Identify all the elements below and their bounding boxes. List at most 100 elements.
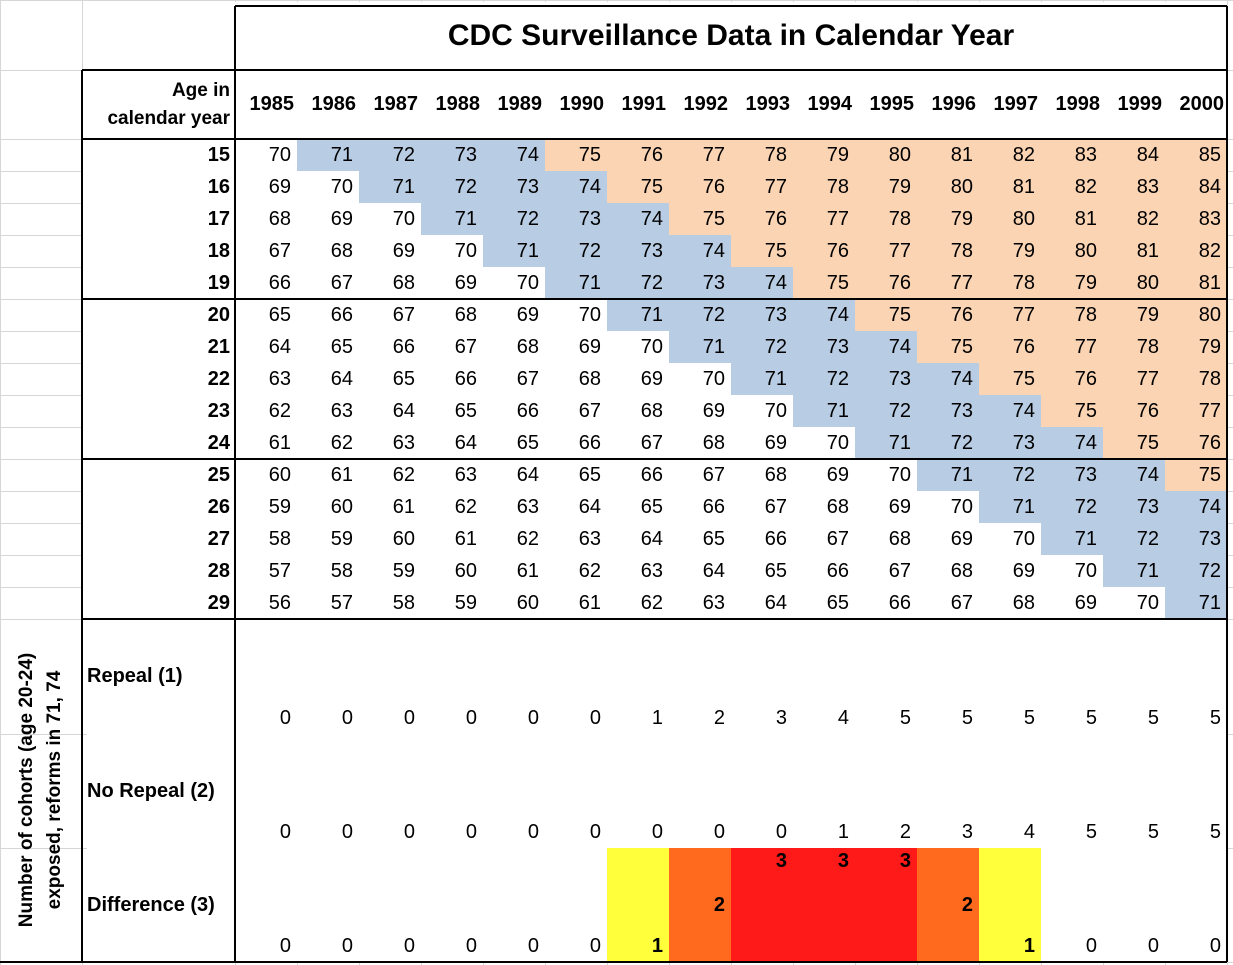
age-label: 20 [82,299,235,331]
year-header: 1986 [297,70,359,139]
table-cell: 63 [669,587,731,619]
table-cell: 74 [1103,459,1165,491]
summary-cell: 0 [297,734,359,848]
age-label: 24 [82,427,235,459]
table-cell: 75 [1041,395,1103,427]
year-header: 1992 [669,70,731,139]
summary-cell: 2 [855,734,917,848]
table-cell: 72 [545,235,607,267]
table-cell: 65 [359,363,421,395]
table-cell: 64 [421,427,483,459]
summary-cell: 3 [917,734,979,848]
border-line [82,618,1227,620]
table-cell: 72 [917,427,979,459]
table-cell: 63 [359,427,421,459]
table-cell: 78 [731,139,793,171]
table-cell: 69 [731,427,793,459]
border-line [81,70,83,962]
table-cell: 61 [545,587,607,619]
table-cell: 69 [607,363,669,395]
summary-row-label: Repeal (1) [87,619,235,734]
table-cell: 71 [483,235,545,267]
table-cell: 80 [1041,235,1103,267]
table-cell: 68 [855,523,917,555]
table-cell: 71 [731,363,793,395]
side-axis-label: Number of cohorts (age 20-24) exposed, re… [13,620,69,960]
table-cell: 79 [1165,331,1227,363]
year-header: 2000 [1165,70,1227,139]
table-cell: 65 [483,427,545,459]
summary-cell: 4 [793,619,855,734]
table-cell: 84 [1103,139,1165,171]
table-cell: 77 [669,139,731,171]
table-cell: 75 [793,267,855,299]
table-cell: 73 [483,171,545,203]
table-cell: 74 [1165,491,1227,523]
table-cell: 80 [855,139,917,171]
table-cell: 72 [421,171,483,203]
table-cell: 81 [917,139,979,171]
table-cell: 68 [297,235,359,267]
table-cell: 73 [421,139,483,171]
table-cell: 71 [297,139,359,171]
table-cell: 66 [731,523,793,555]
table-cell: 73 [855,363,917,395]
table-cell: 78 [917,235,979,267]
table-cell: 79 [917,203,979,235]
table-cell: 70 [793,427,855,459]
border-line [82,298,1227,300]
table-cell: 80 [917,171,979,203]
side-label-line1: Number of cohorts (age 20-24) [16,652,37,928]
table-cell: 73 [979,427,1041,459]
table-cell: 61 [235,427,297,459]
summary-cell: 1 [793,734,855,848]
border-line [1226,6,1228,962]
table-cell: 67 [793,523,855,555]
summary-cell: 0 [607,734,669,848]
table-cell: 77 [793,203,855,235]
summary-cell: 0 [421,619,483,734]
summary-cell: 5 [1165,619,1227,734]
table-cell: 75 [545,139,607,171]
table-cell: 80 [1103,267,1165,299]
summary-cell: 0 [1165,848,1227,962]
table-cell: 61 [421,523,483,555]
summary-cell: 0 [731,734,793,848]
table-cell: 64 [545,491,607,523]
table-cell: 67 [669,459,731,491]
table-cell: 77 [855,235,917,267]
summary-cell: 5 [1041,619,1103,734]
table-cell: 70 [607,331,669,363]
table-cell: 84 [1165,171,1227,203]
table-cell: 63 [483,491,545,523]
summary-cell: 2 [917,848,979,962]
summary-cell: 3 [731,619,793,734]
summary-cell: 0 [483,734,545,848]
summary-row-label: Difference (3) [87,848,235,962]
table-cell: 71 [607,299,669,331]
age-label: 27 [82,523,235,555]
summary-cell: 5 [1165,734,1227,848]
table-cell: 71 [1165,587,1227,619]
table-cell: 69 [235,171,297,203]
table-cell: 69 [421,267,483,299]
table-cell: 79 [855,171,917,203]
table-cell: 64 [235,331,297,363]
table-cell: 70 [1041,555,1103,587]
table-cell: 75 [917,331,979,363]
table-cell: 82 [1103,203,1165,235]
summary-cell: 0 [421,848,483,962]
table-cell: 67 [545,395,607,427]
table-cell: 71 [855,427,917,459]
table-cell: 70 [483,267,545,299]
table-cell: 72 [669,299,731,331]
table-cell: 75 [669,203,731,235]
table-cell: 71 [669,331,731,363]
summary-cell: 0 [1041,848,1103,962]
table-cell: 67 [235,235,297,267]
border-line [82,138,1227,140]
table-cell: 57 [297,587,359,619]
table-cell: 64 [731,587,793,619]
table-cell: 72 [607,267,669,299]
